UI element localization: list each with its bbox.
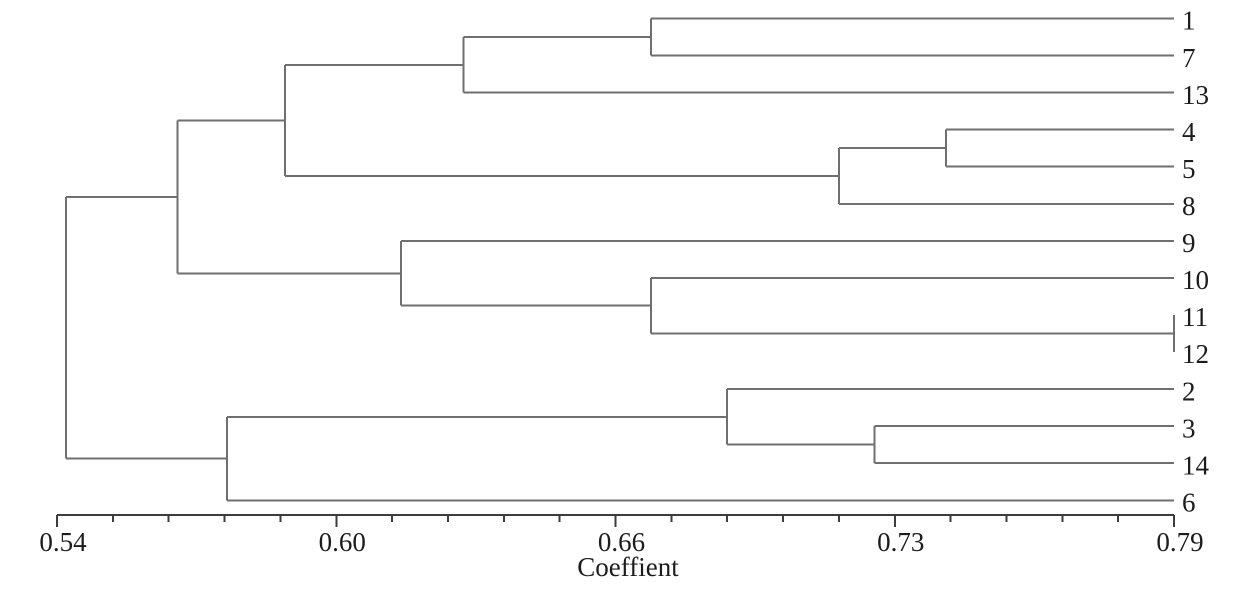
axis-tick-label: 0.73: [877, 527, 924, 557]
axis-tick-label: 0.79: [1156, 527, 1203, 557]
leaf-label-3: 3: [1182, 413, 1196, 443]
leaf-label-4: 4: [1182, 117, 1196, 147]
axis-tick-label: 0.54: [39, 527, 87, 557]
leaf-label-10: 10: [1182, 265, 1209, 295]
leaf-label-14: 14: [1182, 450, 1210, 480]
leaf-label-5: 5: [1182, 154, 1196, 184]
leaf-label-9: 9: [1182, 228, 1196, 258]
leaf-label-12: 12: [1182, 339, 1209, 369]
leaf-label-13: 13: [1182, 80, 1209, 110]
axis-title: Coeffient: [577, 552, 679, 582]
leaf-label-7: 7: [1182, 43, 1196, 73]
axis-tick-label: 0.60: [319, 527, 366, 557]
leaf-label-6: 6: [1182, 487, 1196, 517]
axis-tick-label: 0.66: [598, 527, 645, 557]
leaf-label-11: 11: [1182, 302, 1208, 332]
leaf-label-1: 1: [1182, 6, 1196, 36]
leaf-label-2: 2: [1182, 376, 1196, 406]
leaf-label-8: 8: [1182, 191, 1196, 221]
